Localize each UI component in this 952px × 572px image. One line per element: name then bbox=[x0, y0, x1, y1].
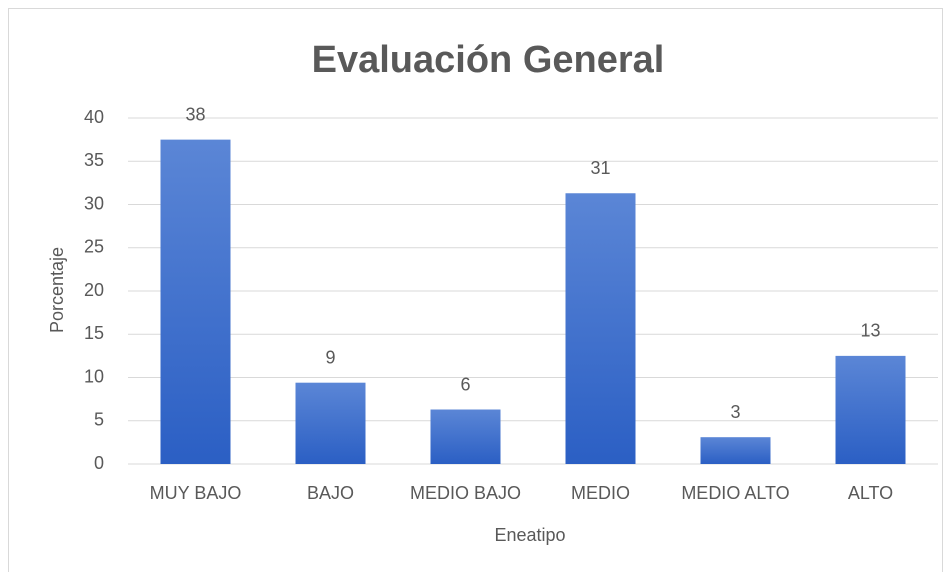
x-tick-label: ALTO bbox=[848, 483, 893, 503]
y-tick-label: 5 bbox=[94, 410, 104, 430]
bar bbox=[160, 139, 231, 464]
x-tick-label: MUY BAJO bbox=[150, 483, 242, 503]
data-label: 9 bbox=[325, 347, 335, 367]
bar bbox=[430, 409, 501, 464]
x-tick-label: MEDIO ALTO bbox=[681, 483, 789, 503]
y-tick-label: 40 bbox=[84, 107, 104, 127]
chart-title: Evaluación General bbox=[312, 39, 665, 81]
x-tick-label: BAJO bbox=[307, 483, 354, 503]
data-label: 38 bbox=[185, 104, 205, 124]
data-label: 3 bbox=[730, 402, 740, 422]
x-tick-label: MEDIO BAJO bbox=[410, 483, 521, 503]
data-label: 13 bbox=[860, 321, 880, 341]
y-tick-label: 0 bbox=[94, 453, 104, 473]
data-label: 6 bbox=[460, 374, 470, 394]
y-tick-label: 20 bbox=[84, 280, 104, 300]
data-label: 31 bbox=[590, 158, 610, 178]
bar bbox=[700, 437, 771, 464]
y-tick-label: 15 bbox=[84, 323, 104, 343]
x-tick-label: MEDIO bbox=[571, 483, 630, 503]
bar bbox=[565, 193, 636, 464]
y-tick-label: 10 bbox=[84, 366, 104, 386]
x-axis-label: Eneatipo bbox=[494, 525, 565, 545]
y-tick-label: 35 bbox=[84, 150, 104, 170]
y-tick-label: 30 bbox=[84, 193, 104, 213]
bar bbox=[295, 382, 366, 464]
bar bbox=[835, 355, 906, 464]
y-axis-label: Porcentaje bbox=[47, 247, 67, 333]
y-tick-label: 25 bbox=[84, 237, 104, 257]
